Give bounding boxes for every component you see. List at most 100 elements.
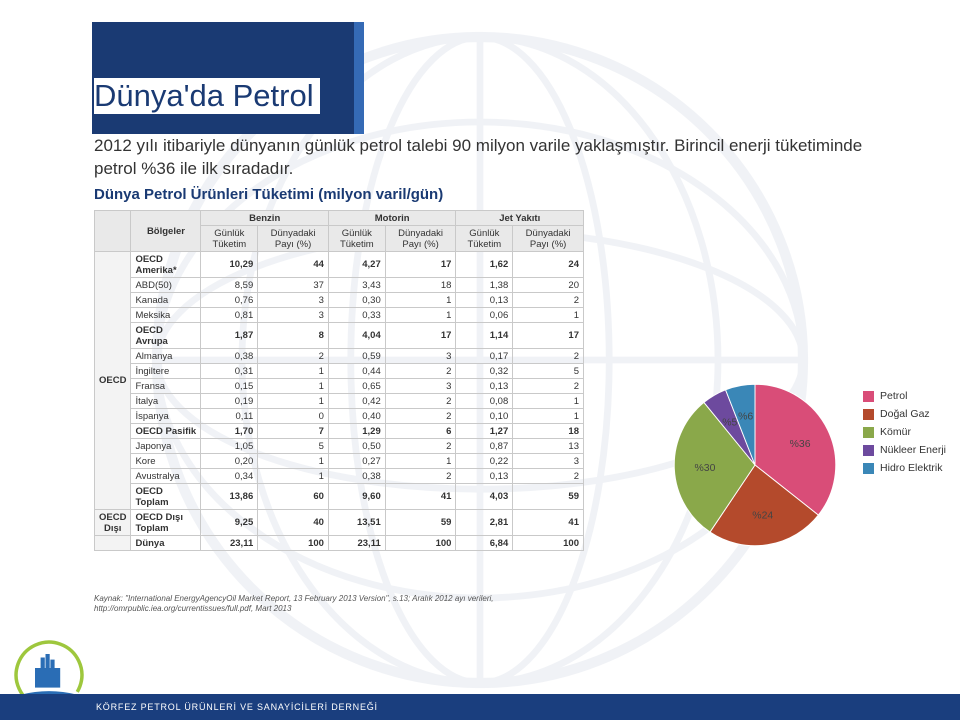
- row-category-blank: [95, 536, 131, 551]
- cell: 4,27: [328, 252, 385, 278]
- cell: 1: [258, 454, 329, 469]
- cell: 17: [513, 323, 584, 349]
- legend-item: Doğal Gaz: [863, 408, 946, 420]
- cell: 2: [513, 379, 584, 394]
- cell: 6,84: [456, 536, 513, 551]
- page-title: Dünya'da Petrol: [94, 78, 320, 114]
- legend-item: Hidro Elektrik: [863, 462, 946, 474]
- legend-swatch: [863, 463, 874, 474]
- pie-slice-label: %6: [738, 412, 753, 423]
- sub-header: Dünyadaki Payı (%): [385, 226, 456, 252]
- cell: 0,11: [201, 409, 258, 424]
- cell: 17: [385, 252, 456, 278]
- cell: 0,27: [328, 454, 385, 469]
- sub-header: Günlük Tüketim: [456, 226, 513, 252]
- legend-swatch: [863, 409, 874, 420]
- cell: 37: [258, 278, 329, 293]
- cell: 100: [385, 536, 456, 551]
- cell: 9,25: [201, 510, 258, 536]
- cell: 6: [385, 424, 456, 439]
- row-label: İtalya: [131, 394, 201, 409]
- cell: 8,59: [201, 278, 258, 293]
- footer-text: KÖRFEZ PETROL ÜRÜNLERİ VE SANAYİCİLERİ D…: [96, 702, 378, 712]
- cell: 0,34: [201, 469, 258, 484]
- cell: 7: [258, 424, 329, 439]
- cell: 23,11: [201, 536, 258, 551]
- corner-header: Bölgeler: [131, 211, 201, 252]
- table-row: Avustralya0,3410,3820,132: [95, 469, 584, 484]
- cell: 40: [258, 510, 329, 536]
- table-row: OECDOECD Amerika*10,29444,27171,6224: [95, 252, 584, 278]
- cell: 1: [258, 469, 329, 484]
- cell: 1,29: [328, 424, 385, 439]
- cell: 0,50: [328, 439, 385, 454]
- cell: 1: [258, 394, 329, 409]
- table-row: OECD DışıOECD Dışı Toplam9,254013,51592,…: [95, 510, 584, 536]
- legend-swatch: [863, 391, 874, 402]
- cell: 0,81: [201, 308, 258, 323]
- cell: 0,30: [328, 293, 385, 308]
- table-row: Almanya0,3820,5930,172: [95, 349, 584, 364]
- cell: 17: [385, 323, 456, 349]
- row-label: Fransa: [131, 379, 201, 394]
- row-label: Dünya: [131, 536, 201, 551]
- footer-bar: KÖRFEZ PETROL ÜRÜNLERİ VE SANAYİCİLERİ D…: [0, 694, 960, 720]
- cell: 0,65: [328, 379, 385, 394]
- cell: 3,43: [328, 278, 385, 293]
- source-note: Kaynak: "International EnergyAgencyOil M…: [94, 594, 584, 613]
- cell: 2: [385, 364, 456, 379]
- table-row: Kore0,2010,2710,223: [95, 454, 584, 469]
- table-row: İngiltere0,3110,4420,325: [95, 364, 584, 379]
- cell: 44: [258, 252, 329, 278]
- pie-chart: %36%24%30%5%6: [660, 370, 850, 560]
- cell: 0,33: [328, 308, 385, 323]
- row-label: Meksika: [131, 308, 201, 323]
- row-label: ABD(50): [131, 278, 201, 293]
- table-row: Kanada0,7630,3010,132: [95, 293, 584, 308]
- cell: 13,86: [201, 484, 258, 510]
- cell: 0,08: [456, 394, 513, 409]
- cell: 0,15: [201, 379, 258, 394]
- cell: 0,40: [328, 409, 385, 424]
- legend-item: Kömür: [863, 426, 946, 438]
- pie-legend: Petrol Doğal Gaz Kömür Nükleer Enerji Hidro …: [863, 390, 946, 480]
- cell: 2: [513, 469, 584, 484]
- cell: 0,59: [328, 349, 385, 364]
- cell: 0,13: [456, 293, 513, 308]
- cell: 100: [258, 536, 329, 551]
- cell: 1,05: [201, 439, 258, 454]
- legend-item: Nükleer Enerji: [863, 444, 946, 456]
- row-label: OECD Amerika*: [131, 252, 201, 278]
- cell: 1,62: [456, 252, 513, 278]
- legend-item: Petrol: [863, 390, 946, 402]
- cell: 3: [385, 379, 456, 394]
- cell: 10,29: [201, 252, 258, 278]
- row-label: OECD Avrupa: [131, 323, 201, 349]
- cell: 2,81: [456, 510, 513, 536]
- legend-label: Kömür: [880, 426, 911, 438]
- row-category: OECD: [95, 252, 131, 510]
- cell: 4,04: [328, 323, 385, 349]
- cell: 5: [258, 439, 329, 454]
- group-header-2: Jet Yakıtı: [456, 211, 584, 226]
- pie-slice-label: %30: [695, 463, 716, 474]
- cell: 60: [258, 484, 329, 510]
- pie-slice-label: %24: [752, 510, 773, 521]
- group-header-0: Benzin: [201, 211, 329, 226]
- cell: 3: [513, 454, 584, 469]
- cell: 0,38: [328, 469, 385, 484]
- cell: 2: [385, 409, 456, 424]
- cell: 1: [385, 308, 456, 323]
- row-label: Avustralya: [131, 469, 201, 484]
- cell: 2: [385, 394, 456, 409]
- cell: 8: [258, 323, 329, 349]
- cell: 3: [258, 308, 329, 323]
- table-row: OECD Toplam13,86609,60414,0359: [95, 484, 584, 510]
- table-row: OECD Avrupa1,8784,04171,1417: [95, 323, 584, 349]
- cell: 0,22: [456, 454, 513, 469]
- table-row: Dünya23,1110023,111006,84100: [95, 536, 584, 551]
- cell: 0,31: [201, 364, 258, 379]
- cell: 100: [513, 536, 584, 551]
- cell: 0,19: [201, 394, 258, 409]
- table-row: Japonya1,0550,5020,8713: [95, 439, 584, 454]
